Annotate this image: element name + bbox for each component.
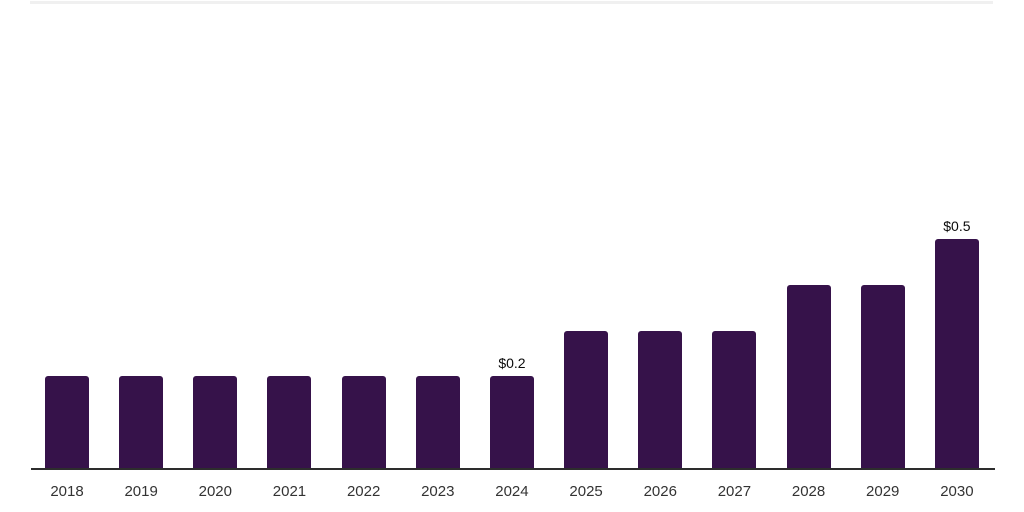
x-axis-labels: 2018 2019 2020 2021 2022 2023 2024 2025 2026 2027… [45, 470, 979, 499]
bar [638, 331, 683, 468]
bar-column [712, 0, 757, 468]
x-axis-tick-label: 2024 [495, 483, 529, 500]
bar-value-label: $0.2 [498, 355, 526, 371]
bar-column [415, 0, 460, 468]
bar [934, 239, 979, 468]
bar [45, 376, 89, 468]
bar-column: $0.2 [489, 0, 534, 468]
bar-column [341, 0, 386, 468]
bars-container: $0.2 $0.5 [45, 0, 979, 468]
bar [564, 331, 609, 468]
x-axis-tick-label: 2029 [866, 483, 900, 500]
x-axis-tick-label: 2028 [791, 483, 826, 500]
x-axis-tick-label: 2018 [50, 483, 84, 500]
x-axis-tick-label: 2025 [569, 483, 603, 500]
bar [341, 376, 386, 468]
x-axis-tick-label: 2022 [346, 483, 381, 500]
bar [193, 376, 238, 468]
top-divider [30, 1, 993, 4]
bar [712, 331, 757, 468]
bar [119, 376, 164, 468]
bar-column [564, 0, 609, 468]
x-axis-tick-label: 2026 [643, 483, 677, 500]
bar-column [786, 0, 831, 468]
bar-column [193, 0, 238, 468]
bar-column [638, 0, 683, 468]
bar-column [119, 0, 164, 468]
bar [267, 376, 312, 468]
x-axis-tick-label: 2030 [940, 483, 974, 500]
bar [489, 376, 534, 468]
bar [786, 285, 831, 468]
x-axis-tick-label: 2023 [421, 483, 455, 500]
bar-column: $0.5 [934, 0, 979, 468]
bar-value-label: $0.5 [943, 218, 971, 234]
bar-column [860, 0, 905, 468]
bar [415, 376, 460, 468]
bar [860, 285, 905, 468]
x-axis-tick-label: 2019 [124, 483, 158, 500]
bar-column [267, 0, 312, 468]
x-axis-tick-label: 2027 [717, 483, 752, 500]
bar-column [45, 0, 89, 468]
x-axis-line [31, 468, 995, 470]
x-axis-tick-label: 2021 [272, 483, 307, 500]
x-axis-tick-label: 2020 [198, 483, 232, 500]
